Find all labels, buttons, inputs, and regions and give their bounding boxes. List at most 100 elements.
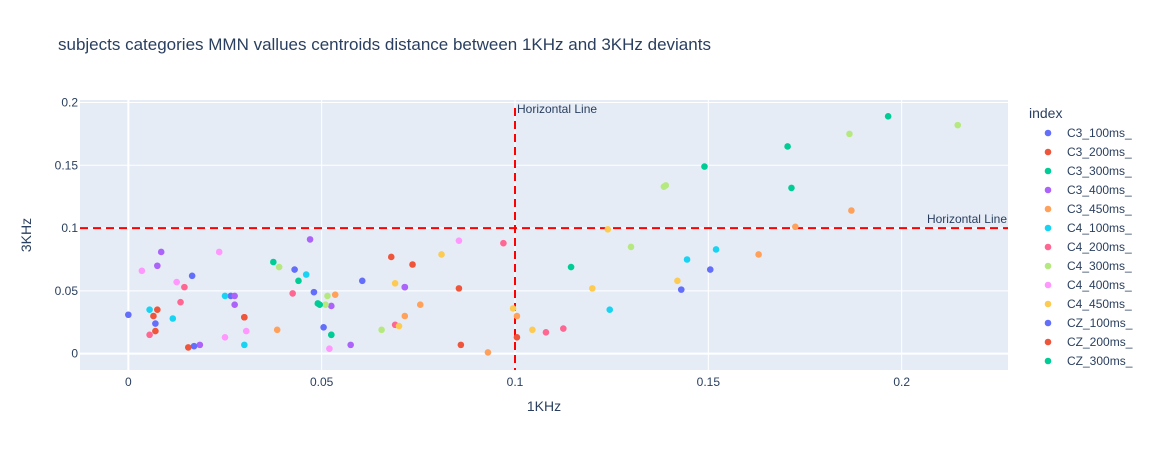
data-point [954,121,962,129]
data-point [606,306,614,314]
reference-lines [80,108,1008,370]
legend-item[interactable]: C4_300ms_ [1044,259,1132,273]
data-point [567,263,575,271]
data-point [792,223,799,231]
data-point [560,325,567,332]
data-point [604,226,612,233]
x-tick-label: 0 [125,375,132,389]
data-point [306,236,314,243]
data-point [169,315,177,322]
data-point [270,258,277,266]
legend-marker [1044,319,1052,327]
legend-item[interactable]: C3_100ms_ [1044,126,1132,140]
data-point [387,253,395,261]
data-point [701,163,708,170]
legend-label: C3_200ms_ [1067,145,1132,159]
data-point [438,251,445,258]
data-point [401,283,409,291]
data-point [358,277,366,285]
data-point [154,306,161,314]
data-point [391,280,399,287]
legend-marker [1044,281,1052,289]
data-point [409,261,416,268]
x-tick-label: 0.15 [697,375,721,389]
vertical-line-label: Horizontal Line [517,102,597,116]
legend-label: C3_400ms_ [1067,183,1132,197]
data-point [324,292,331,300]
legend-item[interactable]: C3_300ms_ [1044,164,1132,178]
data-point [241,313,248,321]
legend-item[interactable]: CZ_200ms_ [1044,335,1133,349]
data-point [289,290,296,297]
data-point [542,329,550,336]
legend-marker [1044,300,1052,308]
legend-marker [1044,224,1052,232]
y-axis-title: 3KHz [18,218,34,252]
data-point [150,312,157,320]
data-point [138,267,146,275]
data-point [674,277,681,285]
chart-title: subjects categories MMN vallues centroid… [58,35,711,54]
data-point [146,306,153,314]
data-point [196,341,204,349]
data-point [152,327,159,335]
legend-item[interactable]: C3_200ms_ [1044,145,1132,159]
data-point [177,298,184,306]
data-point [184,344,192,351]
data-point [310,288,318,296]
data-point [242,327,250,335]
legend-label: C4_100ms_ [1067,221,1132,235]
legend-marker [1044,357,1052,365]
data-point [347,341,354,349]
data-point [291,266,298,273]
legend-item[interactable]: CZ_100ms_ [1044,316,1133,330]
data-point [320,324,327,331]
legend-item[interactable]: C4_450ms_ [1044,297,1132,311]
data-point [513,312,521,320]
data-point [500,239,507,247]
x-tick-label: 0.2 [893,375,910,389]
data-point [173,278,180,286]
y-tick-label: 0 [71,347,78,361]
data-point [662,182,670,189]
data-point [395,322,403,330]
data-point [509,305,517,312]
legend-label: C3_450ms_ [1067,202,1132,216]
data-point [295,277,302,285]
data-point [513,334,521,341]
y-tick-label: 0.1 [61,221,78,235]
data-point [275,263,283,271]
legend-item[interactable]: C4_200ms_ [1044,240,1132,254]
x-tick-label: 0.1 [507,375,524,389]
legend-item[interactable]: CZ_300ms_ [1044,354,1133,368]
reference-line-labels: Horizontal Line Horizontal Line [517,102,1007,226]
data-point [231,292,238,300]
legend-item[interactable]: C3_450ms_ [1044,202,1132,216]
data-point [241,341,248,349]
legend-item[interactable]: C4_100ms_ [1044,221,1132,235]
data-point [846,130,853,138]
legend-item[interactable]: C3_400ms_ [1044,183,1132,197]
legend-marker [1044,243,1052,251]
legend-label: C4_400ms_ [1067,278,1132,292]
legend-marker [1044,338,1052,346]
data-point [328,302,335,310]
tick-labels: 0 0.05 0.1 0.15 0.2 0 0.05 0.1 0.15 0.2 [55,96,911,389]
data-point [627,243,635,251]
legend-item[interactable]: C4_400ms_ [1044,278,1132,292]
data-point [416,301,424,308]
y-tick-label: 0.2 [61,96,78,110]
data-point [125,311,132,319]
legend-marker [1044,129,1052,137]
y-tick-label: 0.15 [55,158,79,172]
data-point [848,207,855,214]
legend-marker [1044,205,1052,213]
legend-label: CZ_200ms_ [1067,335,1133,349]
data-point [455,237,463,244]
data-point [221,292,229,300]
data-point [221,334,229,341]
data-point [157,248,165,256]
gridlines [80,100,1008,370]
data-point [273,326,281,334]
data-point [154,262,161,270]
